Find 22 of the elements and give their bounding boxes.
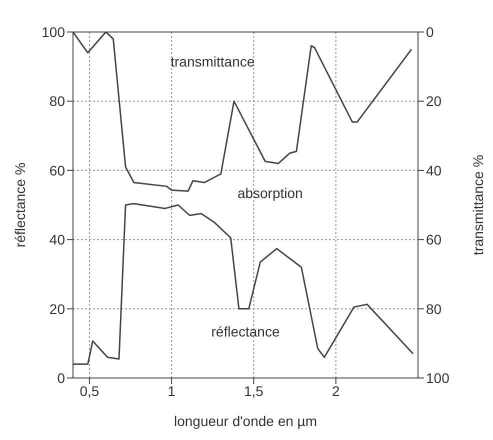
y2-tick-label: 40: [426, 162, 442, 178]
annotation: absorption: [237, 185, 303, 202]
y2-tick-label: 20: [426, 93, 442, 110]
x-tick-label: 1,5: [244, 382, 264, 399]
text: transmittance: [170, 54, 255, 70]
y2-tick-label: 0: [426, 24, 434, 40]
y-tick-label: 20: [49, 300, 66, 317]
x-tick-label: 2: [332, 382, 340, 399]
y-axis-title: réflectance %: [12, 162, 28, 248]
x-tick-label: 1: [168, 382, 176, 399]
y-tick-label: 60: [49, 162, 66, 178]
y-tick-label: 40: [49, 232, 66, 248]
y2-tick-label: 100: [426, 370, 450, 386]
y-tick-label: 0: [57, 370, 66, 386]
y2-axis-title: transmittance %: [470, 154, 486, 256]
x-tick-label: 0,5: [80, 382, 100, 399]
y2-tick-label: 80: [426, 300, 442, 317]
y-tick-label: 80: [49, 93, 66, 110]
y2-tick-label: 60: [426, 232, 442, 248]
x-axis-title: longueur d'onde en µm: [174, 413, 318, 429]
y-tick-label: 100: [42, 24, 66, 40]
series-label: réflectance: [211, 323, 280, 340]
